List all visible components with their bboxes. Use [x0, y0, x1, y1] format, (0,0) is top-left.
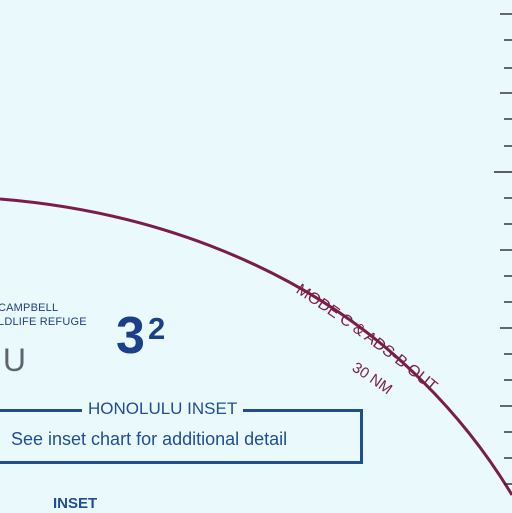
radius-label: 30 NM	[349, 359, 395, 398]
inset-label: INSET	[53, 495, 98, 512]
town-label: IU	[0, 342, 26, 378]
max-elevation-superscript: 2	[148, 311, 166, 346]
max-elevation-figure: 3	[116, 307, 145, 365]
inset-detail-text: See inset chart for additional detail	[11, 429, 288, 449]
refuge-label-line2: LDLIFE REFUGE	[0, 316, 87, 328]
mode-c-boundary-arc	[0, 197, 512, 496]
refuge-label-line1: CAMPBELL	[0, 302, 59, 314]
inset-title: HONOLULU INSET	[82, 399, 244, 419]
graticule-ticks	[494, 13, 512, 485]
